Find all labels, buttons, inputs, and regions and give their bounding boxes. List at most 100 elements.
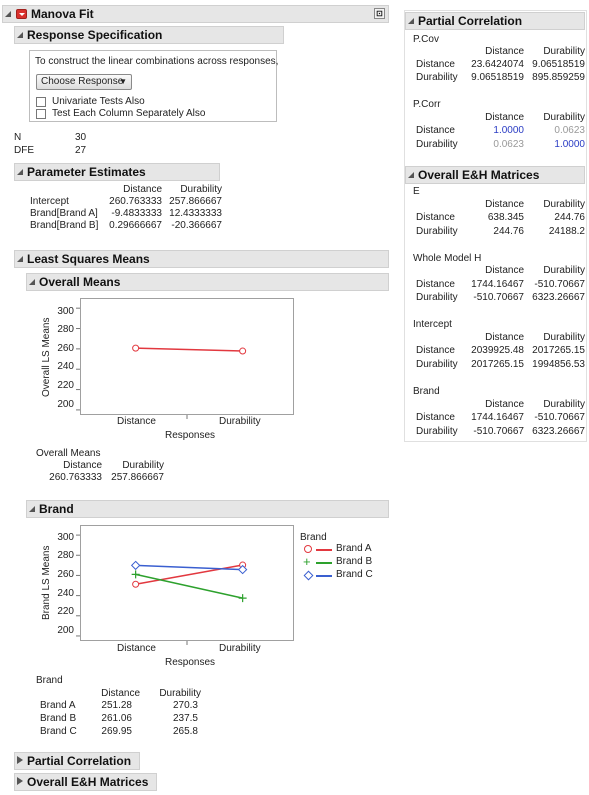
series-line-2 [135,564,243,571]
right-panel [404,10,587,442]
partial-corr-header[interactable]: Partial Correlation [405,12,585,30]
brand-table-title: Brand [36,675,63,686]
y-tick-label: 300 [57,532,74,543]
circle-marker-icon [304,545,312,553]
collapse-icon[interactable] [5,11,11,17]
overall-value-distance: 260.763333 [49,472,102,483]
brand-svg [76,534,248,645]
y-tick-label: 240 [57,361,74,372]
diamond-marker-icon [303,570,314,581]
collapse-icon[interactable] [29,279,35,285]
response-spec-title: Response Specification [27,28,163,42]
brand-plot-frame [80,525,294,641]
plus-marker [238,594,247,603]
legend-line-b [316,562,332,564]
pcov-label: P.Cov [413,34,439,45]
collapse-icon[interactable] [408,172,414,178]
pcorr-col-distance: Distance [485,112,524,123]
y-tick-label: 200 [57,625,74,636]
y-tick-label: 200 [57,399,74,410]
overall-value-durability: 257.866667 [111,472,164,483]
x-tick-label: Distance [117,416,156,427]
pcov-col-durability: Durability [543,46,585,57]
overall-table-title: Overall Means [36,448,101,459]
overall-plot-frame [80,298,294,415]
expand-icon[interactable] [17,756,23,764]
response-spec-panel: To construct the linear combinations acr… [29,50,279,122]
collapse-icon[interactable] [17,169,23,175]
plus-marker [131,570,140,579]
param-col-distance: Distance [123,184,162,195]
overall-means-header[interactable]: Overall Means [26,273,389,291]
collapse-icon[interactable] [29,506,35,512]
y-tick-label: 220 [57,606,74,617]
param-est-header[interactable]: Parameter Estimates [14,163,220,181]
overall-eh-collapsed-title: Overall E&H Matrices [27,775,149,789]
univariate-tests-label: Univariate Tests Also [52,96,145,107]
y-tick-label: 240 [57,588,74,599]
manova-fit-header[interactable]: Manova Fit ⊡ [2,5,389,23]
dfe-value: 27 [75,145,87,156]
eh-header[interactable]: Overall E&H Matrices [405,166,585,184]
response-spec-instruction: To construct the linear combinations acr… [35,56,279,67]
y-tick-label: 280 [57,324,74,335]
each-column-label: Test Each Column Separately Also [52,108,206,119]
x-tick-label: Durability [219,643,261,654]
red-triangle-menu-icon[interactable] [16,9,27,19]
legend-line-a [316,549,332,551]
legend-line-c [316,575,332,577]
pcorr-col-durability: Durability [543,112,585,123]
collapse-icon[interactable] [17,32,23,38]
series-line-1 [135,573,243,599]
overall-col-distance: Distance [63,460,102,471]
circle-marker [132,580,140,588]
y-tick-label: 280 [57,550,74,561]
dfe-label: DFE [14,145,34,156]
each-column-checkbox[interactable] [36,109,46,119]
x-axis-label: Responses [165,657,216,668]
overall-means-title: Overall Means [39,275,121,289]
manova-fit-title: Manova Fit [31,7,94,21]
partial-corr-collapsed-title: Partial Correlation [27,754,132,768]
legend-title: Brand [300,532,327,543]
n-label: N [14,132,22,143]
brand-col-distance: Distance [101,688,140,699]
y-tick-label: 260 [57,343,74,354]
lsm-title: Least Squares Means [27,252,150,266]
diamond-marker [237,564,248,575]
lsm-header[interactable]: Least Squares Means [14,250,389,268]
overall-eh-collapsed-header[interactable]: Overall E&H Matrices [14,773,157,791]
circle-marker [132,344,140,352]
y-tick-label: 300 [57,306,74,317]
overall-means-svg [76,307,247,419]
y-tick-label: 260 [57,569,74,580]
pin-icon[interactable]: ⊡ [374,8,385,19]
brand-title: Brand [39,502,74,516]
param-col-durability: Durability [180,184,222,195]
partial-corr-collapsed-header[interactable]: Partial Correlation [14,752,140,770]
diamond-marker [130,560,141,571]
param-est-title: Parameter Estimates [27,165,146,179]
pcorr-label: P.Corr [413,99,441,110]
expand-icon[interactable] [17,777,23,785]
choose-response-button[interactable]: Choose Response ▼ [36,74,132,90]
circle-marker [239,347,247,355]
brand-header[interactable]: Brand [26,500,389,518]
eh-title: Overall E&H Matrices [418,168,540,182]
collapse-icon[interactable] [408,18,414,24]
x-tick-label: Distance [117,643,156,654]
x-tick-label: Durability [219,416,261,427]
pcov-col-distance: Distance [485,46,524,57]
dropdown-arrow-icon: ▼ [119,77,127,86]
overall-col-durability: Durability [122,460,164,471]
partial-corr-title: Partial Correlation [418,14,523,28]
x-axis-label: Responses [165,430,216,441]
response-spec-header[interactable]: Response Specification [14,26,284,44]
plus-marker-icon: + [303,554,311,569]
collapse-icon[interactable] [17,256,23,262]
series-line-0 [135,347,243,352]
brand-col-durability: Durability [159,688,201,699]
n-value: 30 [75,132,87,143]
univariate-tests-checkbox[interactable] [36,97,46,107]
y-tick-label: 220 [57,380,74,391]
